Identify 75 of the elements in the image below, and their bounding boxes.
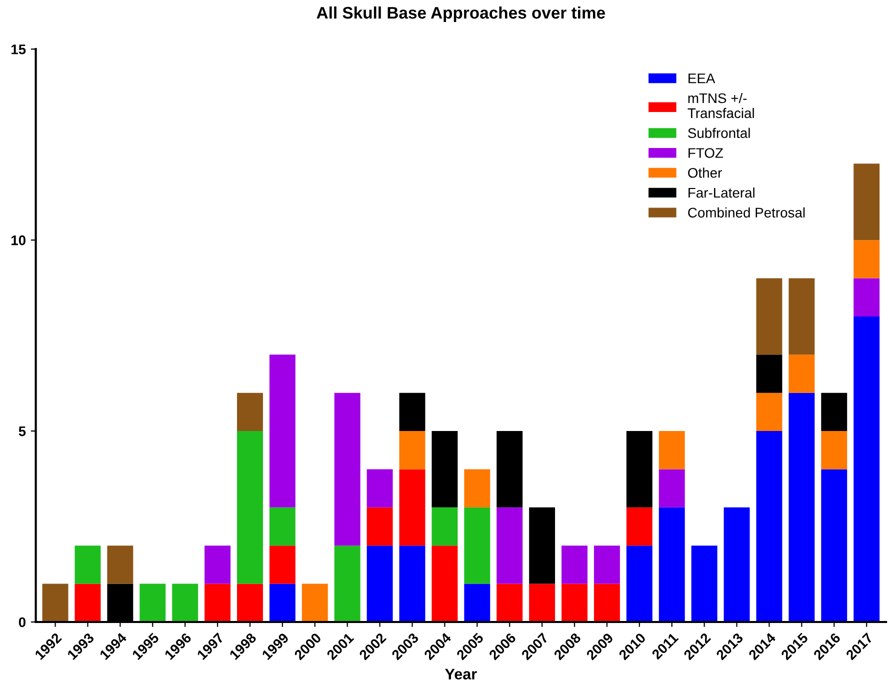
bar xyxy=(432,546,458,622)
bar xyxy=(496,584,523,622)
bar xyxy=(658,469,685,508)
bar xyxy=(269,584,296,622)
bar xyxy=(334,392,360,546)
bar xyxy=(821,392,848,432)
bar xyxy=(756,354,782,393)
bar xyxy=(788,392,815,622)
bar xyxy=(854,240,880,278)
bar xyxy=(626,507,652,546)
bar xyxy=(626,431,652,508)
legend-label: mTNS +/- Transfacial xyxy=(688,92,754,118)
bar xyxy=(756,431,782,622)
bar xyxy=(562,584,588,622)
bar xyxy=(237,584,263,622)
bar xyxy=(140,584,166,622)
bar xyxy=(334,546,360,622)
bar xyxy=(204,546,231,584)
legend-label: Other xyxy=(688,168,722,178)
bar xyxy=(432,431,458,508)
bar xyxy=(42,584,68,622)
bar xyxy=(74,584,101,622)
bar xyxy=(756,392,782,432)
bar xyxy=(658,507,685,622)
legend-label: Subfrontal xyxy=(688,128,750,138)
bar xyxy=(594,546,620,584)
bar xyxy=(107,546,134,584)
bar xyxy=(854,278,880,316)
legend-label: EEA xyxy=(688,74,716,84)
bar xyxy=(399,469,426,546)
bar xyxy=(366,507,393,546)
bar xyxy=(464,584,490,622)
bar xyxy=(529,584,556,622)
bar xyxy=(594,584,620,622)
bar xyxy=(269,546,296,584)
bar xyxy=(854,316,880,622)
bar xyxy=(399,431,426,470)
bar xyxy=(626,546,652,622)
bar xyxy=(854,164,880,240)
bar xyxy=(529,507,556,584)
chart-title: All Skull Base Approaches over time xyxy=(316,6,606,22)
bar xyxy=(496,507,523,584)
bar xyxy=(399,546,426,622)
bar xyxy=(432,507,458,546)
bar xyxy=(302,584,328,622)
bar xyxy=(366,546,393,622)
bar xyxy=(399,392,426,432)
bar xyxy=(269,507,296,546)
bar xyxy=(724,507,750,622)
bar xyxy=(562,546,588,584)
bar xyxy=(74,546,101,584)
bar xyxy=(691,546,718,622)
bar xyxy=(237,392,263,432)
bar xyxy=(464,507,490,584)
bar xyxy=(756,278,782,355)
y-tick-label: 5 xyxy=(18,426,26,436)
bar xyxy=(204,584,231,622)
bar xyxy=(788,278,815,355)
bar xyxy=(496,431,523,508)
y-tick-label: 15 xyxy=(12,44,26,54)
y-tick-label: 10 xyxy=(12,235,26,246)
x-axis-title: Year xyxy=(445,668,477,680)
bar xyxy=(366,469,393,508)
bar xyxy=(172,584,198,622)
bar xyxy=(269,354,296,508)
bar xyxy=(237,431,263,584)
bar xyxy=(821,431,848,470)
legend-label: Far-Lateral xyxy=(688,187,754,198)
bar xyxy=(821,469,848,622)
legend-label: Combined Petrosal xyxy=(688,207,805,218)
bar xyxy=(788,354,815,393)
bar xyxy=(464,469,490,508)
bar xyxy=(658,431,685,470)
y-tick-label: 0 xyxy=(18,617,26,628)
legend-label: FTOZ xyxy=(688,148,723,158)
